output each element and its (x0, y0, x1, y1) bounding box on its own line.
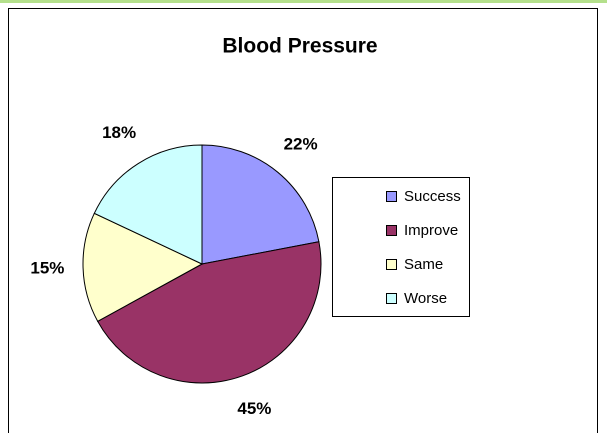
legend-label: Success (404, 188, 461, 205)
data-label: 45% (237, 399, 271, 418)
data-label: 15% (30, 258, 64, 277)
legend-label: Worse (404, 290, 447, 307)
legend-label: Improve (404, 222, 458, 239)
pie-slice (201, 144, 320, 265)
pie-slice (93, 144, 203, 265)
top-strip (0, 0, 607, 3)
legend-box (332, 177, 470, 317)
legend-swatch (386, 225, 397, 236)
chart-title: Blood Pressure (222, 35, 377, 58)
legend-swatch (386, 259, 397, 270)
legend-swatch (386, 293, 397, 304)
legend-swatch (386, 191, 397, 202)
data-label: 22% (284, 134, 318, 153)
data-label: 18% (102, 123, 136, 142)
pie-slice (97, 241, 322, 384)
legend-label: Same (404, 256, 443, 273)
pie-slice (82, 212, 204, 323)
